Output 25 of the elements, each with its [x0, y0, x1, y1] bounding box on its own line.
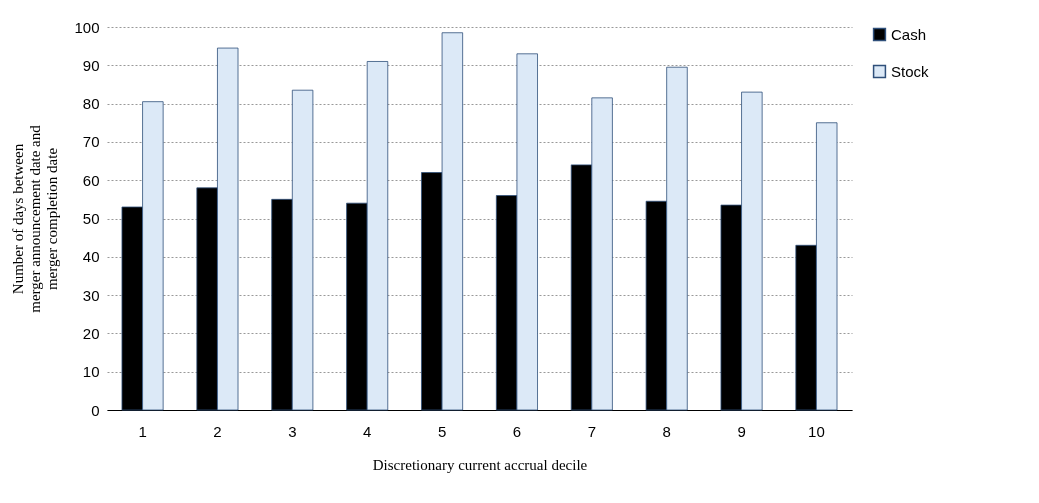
x-tick-label: 6 [512, 422, 522, 440]
x-axis-title: Discretionary current accrual decile [372, 456, 588, 473]
y-tick-label: 0 [91, 401, 100, 419]
legend-label: Cash [891, 25, 927, 43]
y-tick-label: 40 [82, 248, 100, 266]
x-tick-label: 2 [213, 422, 222, 440]
y-axis-title: Number of days between merger announcement date and merger completion date [10, 124, 61, 313]
x-tick-label: 7 [587, 422, 596, 440]
legend-label: Stock [891, 62, 930, 80]
x-tick-label: 5 [437, 422, 447, 440]
y-tick-label: 30 [82, 286, 100, 304]
x-tick-label: 4 [363, 422, 372, 440]
x-tick-label: 1 [138, 422, 147, 440]
y-tick-label: 80 [82, 95, 100, 113]
y-tick-label: 50 [82, 210, 100, 227]
y-tick-label: 20 [82, 324, 100, 342]
y-tick-label: 90 [82, 56, 100, 74]
y-tick-label: 70 [82, 133, 100, 151]
y-tick-label: 100 [74, 18, 100, 36]
y-tick-label: 60 [82, 171, 100, 189]
x-tick-label: 9 [737, 422, 746, 440]
x-tick-label: 10 [808, 422, 825, 440]
x-tick-label: 8 [662, 422, 671, 440]
y-tick-label: 10 [82, 363, 100, 381]
x-tick-label: 3 [288, 422, 297, 440]
